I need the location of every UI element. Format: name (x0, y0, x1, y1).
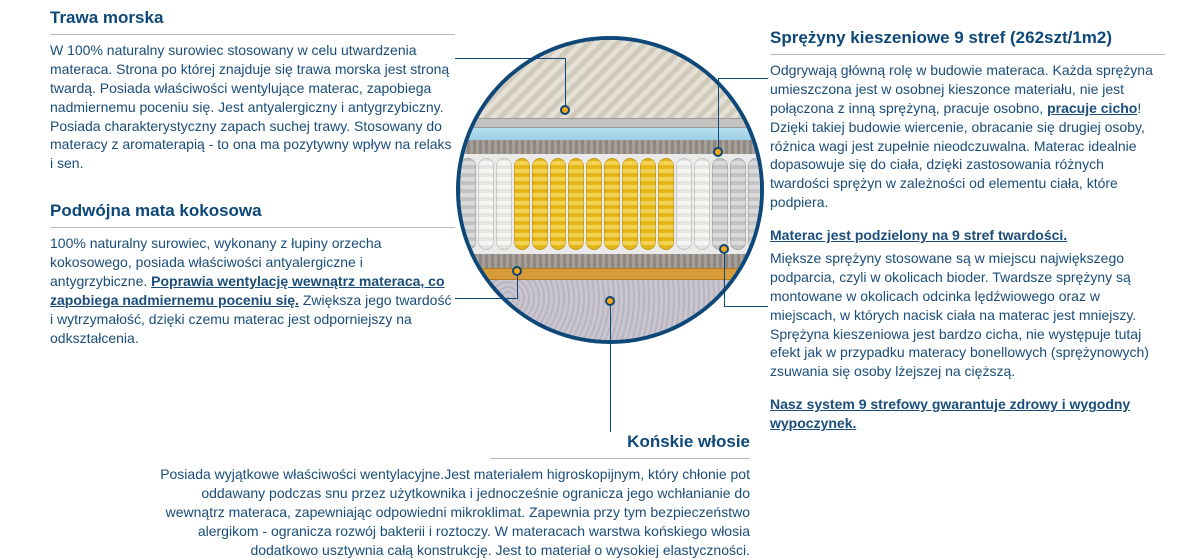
pocket-spring (658, 158, 674, 250)
leader-dot (605, 296, 615, 306)
leader-line (455, 298, 517, 299)
zones-body: Miększe sprężyny stosowane są w miejscu … (770, 249, 1165, 381)
seagrass-section: Trawa morska W 100% naturalny surowiec s… (50, 8, 455, 173)
horsehair-section: Końskie włosie Posiada wyjątkowe właściw… (160, 432, 750, 559)
pocket-spring (460, 158, 476, 250)
leader-dot (512, 266, 522, 276)
pocket-spring (730, 158, 746, 250)
leader-line (724, 248, 725, 307)
leader-line (565, 58, 566, 110)
horsehair-body: Posiada wyjątkowe właściwości wentylacyj… (160, 465, 750, 559)
springs-body-post: ! Dzięki takiej budowie wiercenie, obrac… (770, 100, 1145, 210)
pocket-spring (712, 158, 728, 250)
layer-foam (460, 128, 760, 140)
pocket-spring (496, 158, 512, 250)
divider (50, 227, 455, 228)
layer-coconut-bottom (460, 254, 760, 268)
pocket-spring (622, 158, 638, 250)
coconut-section: Podwójna mata kokosowa 100% naturalny su… (50, 201, 455, 347)
pocket-spring (676, 158, 692, 250)
system-claim: Nasz system 9 strefowy gwarantuje zdrowy… (770, 395, 1165, 433)
divider (770, 54, 1165, 55)
springs-body: Odgrywają główną rolę w budowie materaca… (770, 61, 1165, 212)
springs-body-underlined: pracuje cicho (1047, 100, 1137, 116)
right-column: Sprężyny kieszeniowe 9 stref (262szt/1m2… (770, 28, 1165, 433)
mattress-cross-section (460, 40, 760, 340)
layer-fabric-top (460, 40, 760, 118)
pocket-spring (604, 158, 620, 250)
leader-line (724, 306, 768, 307)
springs-section: Sprężyny kieszeniowe 9 stref (262szt/1m2… (770, 28, 1165, 212)
horsehair-title: Końskie włosie (160, 432, 750, 452)
coconut-title: Podwójna mata kokosowa (50, 201, 455, 221)
pocket-spring (694, 158, 710, 250)
pocket-spring (532, 158, 548, 250)
circle-frame (460, 40, 760, 340)
seagrass-title: Trawa morska (50, 8, 455, 28)
coconut-body: 100% naturalny surowiec, wykonany z łupi… (50, 234, 455, 347)
layer-seagrass (460, 118, 760, 128)
pocket-spring (514, 158, 530, 250)
pocket-spring (478, 158, 494, 250)
pocket-spring (748, 158, 760, 250)
pocket-spring (550, 158, 566, 250)
layer-pocket-springs (460, 154, 760, 254)
pocket-spring (640, 158, 656, 250)
leader-line (455, 58, 565, 59)
divider (50, 34, 455, 35)
zones-heading: Materac jest podzielony na 9 stref tward… (770, 227, 1067, 243)
divider (490, 458, 750, 459)
left-column: Trawa morska W 100% naturalny surowiec s… (50, 8, 455, 348)
leader-dot (719, 244, 729, 254)
leader-dot (560, 105, 570, 115)
leader-dot (713, 147, 723, 157)
pocket-spring (586, 158, 602, 250)
leader-line (718, 78, 768, 79)
springs-title: Sprężyny kieszeniowe 9 stref (262szt/1m2… (770, 28, 1165, 48)
zones-section: Materac jest podzielony na 9 stref tward… (770, 226, 1165, 381)
seagrass-body: W 100% naturalny surowiec stosowany w ce… (50, 41, 455, 173)
spring-row (460, 158, 760, 250)
pocket-spring (568, 158, 584, 250)
leader-line (718, 78, 719, 152)
leader-line (610, 300, 611, 432)
layer-horsehair (460, 268, 760, 280)
